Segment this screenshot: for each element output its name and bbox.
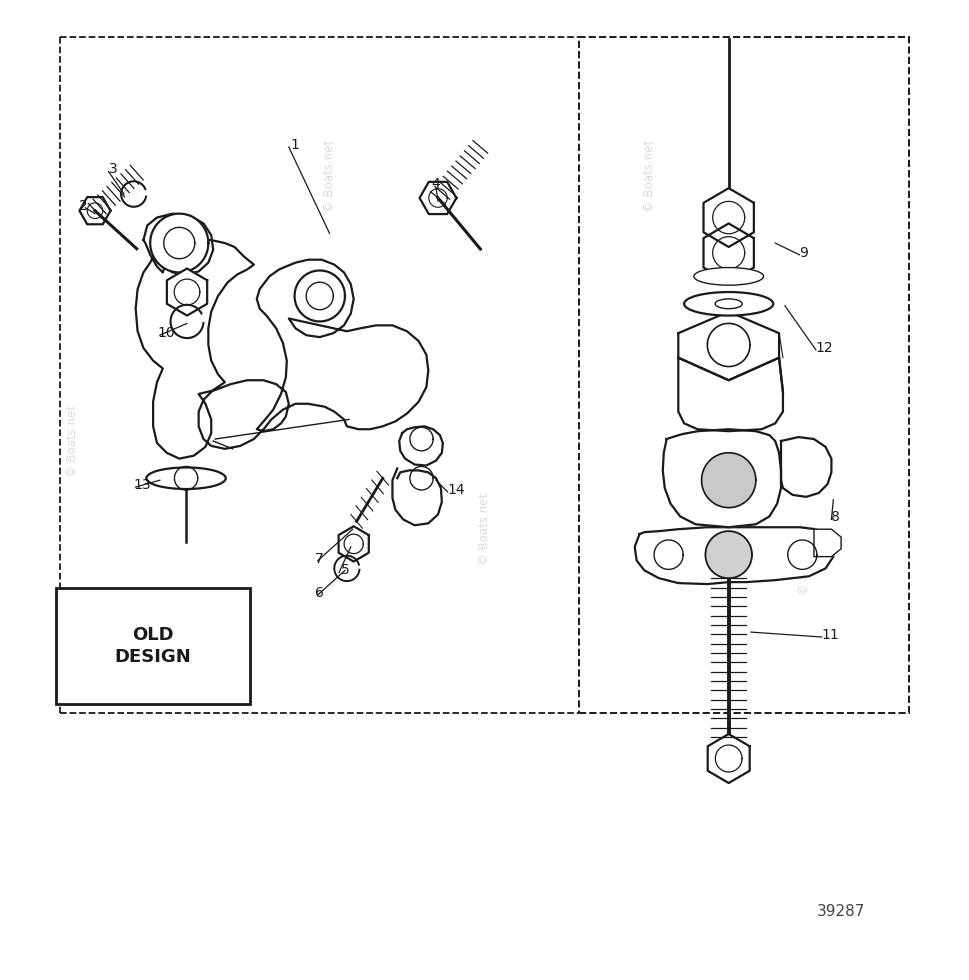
Text: © Boats.net: © Boats.net [66, 405, 79, 477]
Ellipse shape [694, 268, 764, 285]
Polygon shape [167, 269, 207, 316]
Text: © Boats.net: © Boats.net [478, 493, 491, 565]
Text: 6: 6 [315, 586, 324, 600]
Polygon shape [79, 197, 110, 224]
Text: OLD
DESIGN: OLD DESIGN [114, 625, 192, 666]
Text: © Boats.net: © Boats.net [642, 140, 656, 213]
Text: 13: 13 [134, 478, 151, 492]
Polygon shape [635, 527, 833, 584]
Polygon shape [703, 223, 754, 282]
Text: 2: 2 [79, 199, 88, 213]
Text: © Boats.net: © Boats.net [797, 522, 811, 595]
Text: © Boats.net: © Boats.net [323, 140, 336, 213]
Bar [579, 37, 909, 713]
Text: 9: 9 [799, 246, 808, 260]
Polygon shape [678, 312, 779, 380]
Text: 12: 12 [816, 341, 833, 355]
Text: 5: 5 [341, 564, 350, 577]
Text: 3: 3 [109, 162, 117, 175]
Polygon shape [705, 531, 752, 578]
Text: 7: 7 [315, 552, 324, 565]
Polygon shape [814, 529, 841, 557]
Text: 1: 1 [291, 138, 299, 152]
Ellipse shape [684, 292, 773, 316]
Polygon shape [399, 426, 443, 466]
Text: 4: 4 [431, 177, 440, 191]
Ellipse shape [146, 467, 226, 489]
Polygon shape [703, 188, 754, 247]
Text: 8: 8 [831, 511, 840, 524]
Bar [56, 588, 250, 704]
Ellipse shape [715, 299, 742, 309]
Polygon shape [702, 453, 756, 508]
Text: 11: 11 [822, 628, 839, 642]
Polygon shape [663, 429, 781, 527]
Text: 14: 14 [448, 483, 465, 497]
Polygon shape [136, 214, 428, 459]
Polygon shape [707, 734, 750, 783]
Polygon shape [678, 358, 783, 431]
Polygon shape [781, 437, 831, 497]
Polygon shape [392, 468, 442, 525]
Polygon shape [295, 270, 345, 321]
Polygon shape [150, 214, 208, 272]
Polygon shape [420, 182, 456, 214]
Polygon shape [338, 526, 369, 562]
Text: 39287: 39287 [817, 904, 865, 919]
Text: 10: 10 [157, 326, 174, 340]
